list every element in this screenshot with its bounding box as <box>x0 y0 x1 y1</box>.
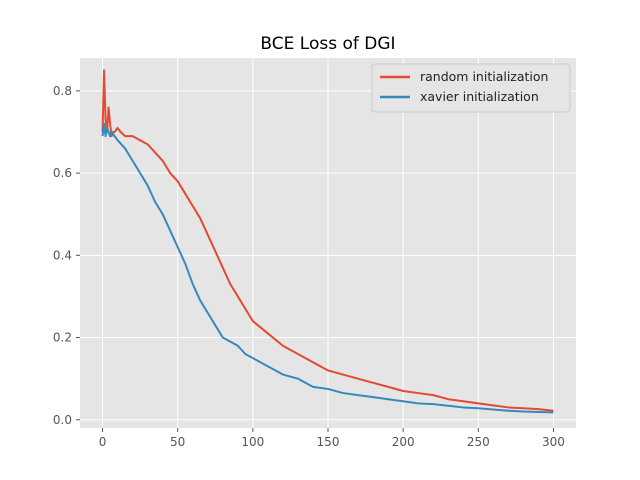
legend: random initialization xavier initializat… <box>371 63 571 113</box>
legend-label-xavier: xavier initialization <box>420 89 539 104</box>
x-tick-label: 0 <box>99 435 107 449</box>
series-line-xavier-initialization <box>101 122 554 414</box>
x-tick-label: 250 <box>467 435 490 449</box>
y-tick-label: 0.8 <box>53 84 72 98</box>
x-tick-label: 50 <box>170 435 185 449</box>
chart-title: BCE Loss of DGI <box>260 34 395 54</box>
y-tick-label: 0.2 <box>53 331 72 345</box>
x-tick-label: 300 <box>542 435 565 449</box>
grid-lines <box>80 58 576 428</box>
series-lines <box>101 69 554 414</box>
x-tick-label: 150 <box>317 435 340 449</box>
axis-ticks: 0 50 100 150 200 250 300 0.0 0.2 0.4 0.6 0.8 <box>53 84 565 449</box>
series-line-random-initialization <box>101 69 554 412</box>
legend-box <box>371 63 571 113</box>
x-tick-label: 100 <box>241 435 264 449</box>
y-tick-label: 0.6 <box>53 166 72 180</box>
legend-label-random: random initialization <box>420 69 548 84</box>
y-tick-label: 0.0 <box>53 413 72 427</box>
y-tick-label: 0.4 <box>53 248 72 262</box>
x-tick-label: 200 <box>392 435 415 449</box>
